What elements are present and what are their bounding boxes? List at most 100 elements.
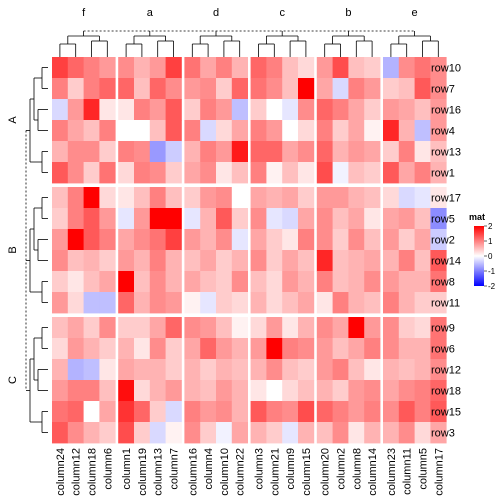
heatmap-cell-row5-column8: [348, 208, 365, 230]
heatmap-cell-row9-column4: [200, 317, 217, 339]
heatmap-cell-row10-column1: [118, 57, 135, 79]
column-label-column15: column15: [301, 448, 313, 496]
heatmap-cell-row1-column7: [165, 162, 182, 184]
heatmap-cell-row3-column6: [99, 422, 116, 444]
column-dendrogram: [59, 30, 439, 57]
heatmap-cell-row5-column22: [231, 208, 248, 230]
heatmap-cell-row12-column16: [184, 359, 201, 381]
column-label-column2: column2: [336, 448, 348, 490]
heatmap-cell-row9-column11: [398, 317, 415, 339]
heatmap-cell-row3-column18: [83, 422, 100, 444]
heatmap-cell-row3-column11: [398, 422, 415, 444]
heatmap-cell-row6-column5: [414, 338, 431, 360]
heatmap-cell-row14-column13: [149, 250, 166, 272]
heatmap-cell-row3-column24: [52, 422, 69, 444]
heatmap-cell-row6-column16: [184, 338, 201, 360]
legend-tick-label: 2: [488, 222, 493, 231]
heatmap-cell-row2-column4: [200, 229, 217, 251]
legend-color-bar: [474, 226, 484, 286]
heatmap-cell-row6-column6: [99, 338, 116, 360]
heatmap-cell-row4-column3: [250, 120, 267, 142]
heatmap-cell-row7-column19: [134, 78, 151, 100]
heatmap-cell-row8-column3: [250, 271, 267, 293]
heatmap-cell-row14-column14: [364, 250, 381, 272]
heatmap-cell-row7-column5: [414, 78, 431, 100]
row-label-row12: row12: [431, 365, 461, 377]
heatmap-cell-row18-column9: [282, 380, 299, 402]
heatmap-cell-row15-column18: [83, 401, 100, 423]
heatmap-cell-row10-column11: [398, 57, 415, 79]
heatmap-cell-row13-column11: [398, 141, 415, 163]
heatmap-cell-row7-column16: [184, 78, 201, 100]
heatmap-cell-row12-column22: [231, 359, 248, 381]
heatmap-cell-row12-column2: [332, 359, 349, 381]
heatmap-cell-row2-column18: [83, 229, 100, 251]
heatmap-cell-row4-column10: [216, 120, 233, 142]
heatmap-cell-row5-column12: [67, 208, 84, 230]
column-label-column11: column11: [402, 448, 414, 495]
heatmap-cell-row1-column13: [149, 162, 166, 184]
heatmap-cell-row8-column9: [282, 271, 299, 293]
row-label-row18: row18: [431, 386, 461, 398]
heatmap-cell-row1-column6: [99, 162, 116, 184]
heatmap-cell-row4-column14: [364, 120, 381, 142]
heatmap-cell-row4-column18: [83, 120, 100, 142]
heatmap-cell-row18-column7: [165, 380, 182, 402]
heatmap-cell-row12-column9: [282, 359, 299, 381]
heatmap-cell-row6-column24: [52, 338, 69, 360]
heatmap-cell-row9-column21: [266, 317, 283, 339]
heatmap-cell-row10-column9: [282, 57, 299, 79]
heatmap-cell-row7-column1: [118, 78, 135, 100]
heatmap-cell-row5-column24: [52, 208, 69, 230]
heatmap-cell-row16-column13: [149, 99, 166, 121]
heatmap-cell-row14-column18: [83, 250, 100, 272]
heatmap-cell-row12-column23: [383, 359, 400, 381]
heatmap-cell-row16-column5: [414, 99, 431, 121]
heatmap-cell-row5-column11: [398, 208, 415, 230]
row-label-row16: row16: [431, 105, 461, 117]
heatmap-cell-row13-column4: [200, 141, 217, 163]
heatmap-cell-row4-column17: [430, 120, 447, 142]
heatmap-cell-row11-column13: [149, 292, 166, 314]
heatmap-cell-row16-column4: [200, 99, 217, 121]
row-label-row5: row5: [431, 214, 455, 226]
heatmap-cells: [52, 57, 447, 444]
column-group-title-d: d: [213, 7, 219, 19]
heatmap-cell-row5-column9: [282, 208, 299, 230]
column-label-column3: column3: [254, 448, 266, 490]
column-label-column6: column6: [102, 448, 114, 490]
heatmap-cell-row2-column7: [165, 229, 182, 251]
heatmap-cell-row5-column19: [134, 208, 151, 230]
heatmap-cell-row7-column10: [216, 78, 233, 100]
heatmap-cell-row2-column3: [250, 229, 267, 251]
heatmap-cell-row3-column15: [298, 422, 315, 444]
heatmap-cell-row18-column21: [266, 380, 283, 402]
heatmap-cell-row2-column5: [414, 229, 431, 251]
heatmap-cell-row13-column18: [83, 141, 100, 163]
row-label-row9: row9: [431, 323, 455, 335]
heatmap-cell-row15-column10: [216, 401, 233, 423]
heatmap-cell-row9-column22: [231, 317, 248, 339]
heatmap-cell-row11-column20: [316, 292, 333, 314]
heatmap-cell-row9-column8: [348, 317, 365, 339]
heatmap-cell-row13-column21: [266, 141, 283, 163]
heatmap-cell-row18-column6: [99, 380, 116, 402]
heatmap-cell-row4-column7: [165, 120, 182, 142]
heatmap-cell-row14-column9: [282, 250, 299, 272]
row-label-row4: row4: [431, 126, 455, 138]
heatmap-cell-row7-column17: [430, 78, 447, 100]
heatmap-cell-row1-column8: [348, 162, 365, 184]
heatmap-cell-row3-column10: [216, 422, 233, 444]
heatmap-cell-row14-column6: [99, 250, 116, 272]
column-label-column20: column20: [320, 448, 332, 496]
heatmap-cell-row3-column4: [200, 422, 217, 444]
heatmap-cell-row1-column22: [231, 162, 248, 184]
heatmap-cell-row10-column23: [383, 57, 400, 79]
heatmap-cell-row9-column19: [134, 317, 151, 339]
heatmap-cell-row11-column7: [165, 292, 182, 314]
heatmap-cell-row12-column12: [67, 359, 84, 381]
heatmap-cell-row6-column3: [250, 338, 267, 360]
heatmap-cell-row1-column15: [298, 162, 315, 184]
heatmap-cell-row18-column20: [316, 380, 333, 402]
heatmap-cell-row16-column15: [298, 99, 315, 121]
